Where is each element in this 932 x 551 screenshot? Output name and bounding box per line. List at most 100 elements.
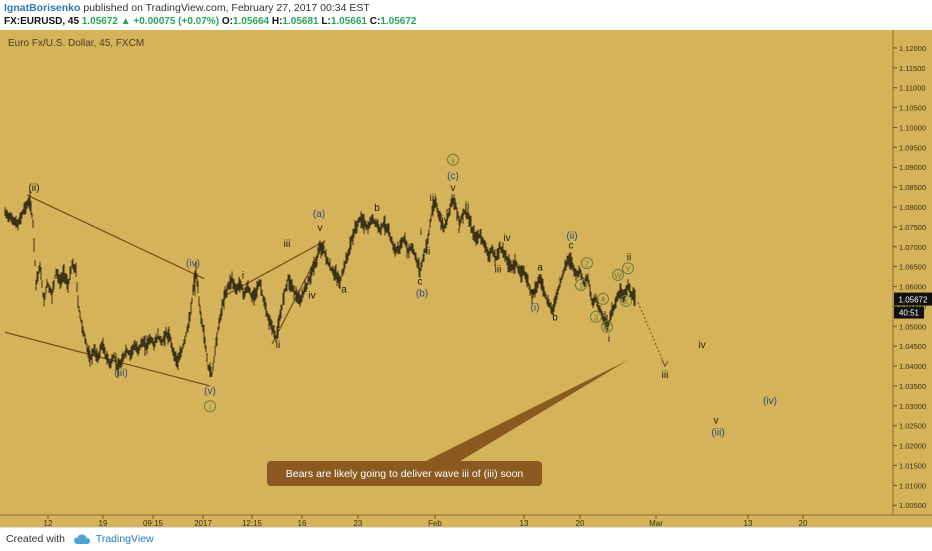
time-tick-label: 23 bbox=[354, 519, 363, 527]
wave-label: b bbox=[374, 203, 380, 214]
wave-label: ii bbox=[426, 247, 430, 258]
price-tick-label: 1.05000 bbox=[899, 322, 926, 331]
time-tick-label: 16 bbox=[298, 519, 307, 527]
wave-label: (iv) bbox=[763, 396, 777, 407]
wave-label: (b) bbox=[416, 288, 428, 299]
tradingview-cloud-icon bbox=[73, 534, 90, 544]
wave-label: i bbox=[209, 403, 211, 412]
wave-circle bbox=[575, 279, 587, 292]
price-tick-label: 1.11500 bbox=[899, 64, 926, 73]
tradingview-brand[interactable]: TradingView bbox=[95, 533, 154, 545]
wave-circle bbox=[620, 294, 632, 307]
created-with: Created with TradingView bbox=[6, 533, 154, 545]
wave-circle bbox=[581, 257, 593, 270]
trend-line bbox=[26, 194, 205, 280]
time-tick-label: 20 bbox=[799, 519, 808, 527]
wave-label: v bbox=[451, 183, 456, 194]
wave-circle bbox=[622, 262, 634, 275]
price-tick-label: 1.00500 bbox=[899, 501, 926, 510]
wave-label: iv bbox=[698, 340, 705, 351]
wave-label: (ii) bbox=[566, 231, 577, 242]
price-tick-label: 1.08500 bbox=[899, 183, 926, 192]
wave-label: 2 bbox=[585, 260, 590, 269]
callout-pointer bbox=[422, 360, 628, 463]
price-tick-label: 1.02000 bbox=[899, 442, 926, 451]
callout-box bbox=[267, 461, 542, 486]
price-tick-label: 1.11000 bbox=[899, 84, 926, 93]
price-chart[interactable]: (ii)(iii)(iv)(v)iiiiiiiiv(a)vabc(b)iiiii… bbox=[0, 30, 932, 528]
price-tick-label: 1.04000 bbox=[899, 362, 926, 371]
wave-label: iii bbox=[662, 370, 669, 381]
price-tick-label: 1.07000 bbox=[899, 243, 926, 252]
chart-title: Euro Fx/U.S. Dollar, 45, FXCM bbox=[8, 38, 145, 49]
trend-line bbox=[4, 331, 211, 387]
published-text: published on TradingView.com, February 2… bbox=[80, 2, 370, 14]
time-axis[interactable]: 12 19 09:15 2017 12:15 16 23 Feb 13 20 Mar 13 20 bbox=[44, 515, 808, 528]
last-price-tag bbox=[894, 292, 932, 306]
price-tick-label: 1.10000 bbox=[899, 123, 926, 132]
wave-label: 5 bbox=[605, 323, 610, 332]
price-tick-label: 1.09000 bbox=[899, 163, 926, 172]
symbol-label: FX:EURUSD, 45 bbox=[4, 16, 80, 27]
price-tick-label: 1.08000 bbox=[899, 203, 926, 212]
wave-label: 1 bbox=[579, 282, 584, 291]
price-tick-label: 1.06000 bbox=[899, 283, 926, 292]
annotation-callout: Bears are likely going to deliver wave i… bbox=[267, 360, 628, 486]
wave-circle bbox=[447, 153, 459, 166]
change-value: 1.05672 ▲ +0.00075 (+0.07%) bbox=[81, 16, 220, 27]
footer-bar: Created with TradingView bbox=[0, 527, 932, 551]
wave-circle bbox=[601, 320, 613, 333]
wave-label: ii bbox=[276, 340, 280, 351]
price-tick-label: 1.01000 bbox=[899, 481, 926, 490]
wave-label: (ii) bbox=[28, 183, 39, 194]
price-tick-label: 1.07500 bbox=[899, 223, 926, 232]
time-tick-label: 2017 bbox=[194, 519, 212, 527]
wave-label: ii bbox=[451, 156, 455, 165]
projection-arrowhead bbox=[661, 359, 669, 368]
wave-label: iv bbox=[503, 233, 510, 244]
low-label: L: bbox=[321, 16, 331, 27]
wave-circle bbox=[612, 269, 624, 282]
wave-label: iii bbox=[495, 265, 502, 276]
wave-circle bbox=[204, 400, 216, 413]
price-tick-label: 1.06500 bbox=[899, 263, 926, 272]
open-value: 1.05664 bbox=[232, 16, 270, 27]
low-value: 1.05661 bbox=[330, 16, 367, 27]
time-tick-label: 19 bbox=[99, 519, 108, 527]
wave-labels: (ii)(iii)(iv)(v)iiiiiiiiv(a)vabc(b)iiiii… bbox=[28, 153, 777, 439]
wave-label: ii bbox=[465, 201, 469, 212]
wave-label: a bbox=[341, 284, 347, 295]
time-tick-label: 12 bbox=[44, 519, 53, 527]
wave-label: ii bbox=[627, 253, 631, 264]
wave-label: Y bbox=[625, 265, 631, 274]
wave-label: (iii) bbox=[711, 428, 724, 439]
author-link[interactable]: IgnatBorisenko bbox=[4, 2, 81, 14]
wave-label: 3 bbox=[594, 313, 599, 322]
price-tick-label: 1.01500 bbox=[899, 461, 926, 470]
time-tick-label: 13 bbox=[520, 519, 529, 527]
projection-arrow bbox=[637, 302, 669, 368]
wave-label: (a) bbox=[313, 209, 325, 220]
time-tick-label: 20 bbox=[576, 519, 585, 527]
wave-label: v bbox=[532, 286, 537, 297]
price-tick-label: 1.10500 bbox=[899, 104, 926, 113]
wave-label: b bbox=[552, 312, 558, 323]
wave-label: v bbox=[714, 416, 719, 427]
time-tick-label: Mar bbox=[649, 519, 663, 527]
price-tags: 1.05672 40:51 bbox=[894, 292, 932, 319]
time-tick-label: 09:15 bbox=[143, 519, 164, 527]
wave-label: c bbox=[569, 241, 574, 252]
close-value: 1.05672 bbox=[380, 16, 417, 27]
wave-label: (iv) bbox=[186, 259, 200, 270]
wave-label: (v) bbox=[204, 386, 216, 397]
high-value: 1.05681 bbox=[282, 16, 319, 27]
projection-line bbox=[637, 302, 666, 367]
wave-label: iv bbox=[308, 290, 315, 301]
time-tick-label: 13 bbox=[744, 519, 753, 527]
trend-line bbox=[226, 240, 326, 295]
chart-area[interactable]: (ii) (iii) (iv) (v) i i iii ii iv (a) v a b c (b) i ii ii… bbox=[0, 30, 932, 528]
close-label: C: bbox=[369, 16, 381, 27]
price-axis-background bbox=[893, 30, 932, 527]
wave-label: v bbox=[318, 223, 323, 234]
wave-label: X bbox=[623, 297, 629, 306]
